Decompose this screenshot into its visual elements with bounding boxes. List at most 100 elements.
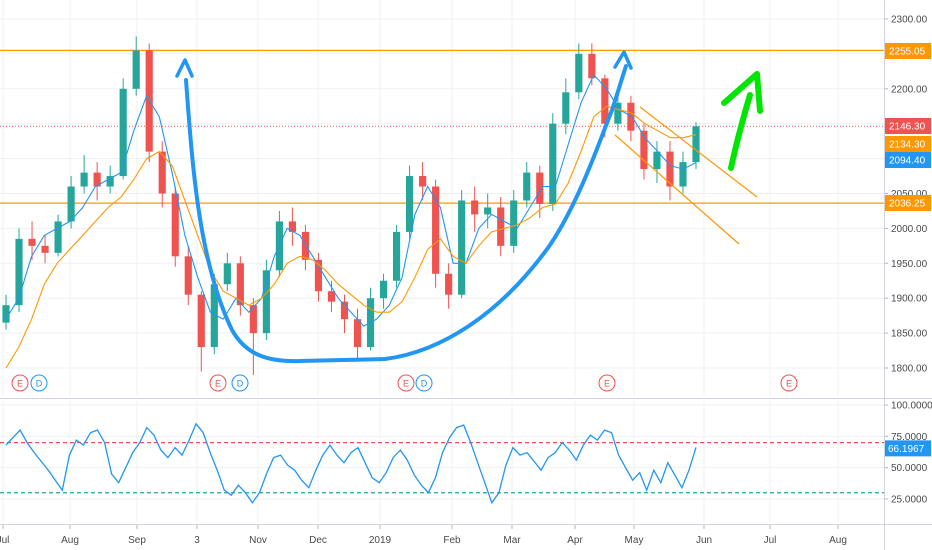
price-axis-tick-label: 2050.00 — [891, 189, 928, 200]
candle-body — [536, 172, 544, 204]
trend-channel-lower — [614, 134, 740, 245]
candle-body — [627, 102, 635, 131]
oscillator-tag-bg — [885, 440, 931, 457]
candle-body — [445, 273, 453, 295]
candle-body — [171, 193, 179, 257]
candle-body — [301, 231, 310, 260]
event-marker-e[interactable]: E — [598, 374, 616, 392]
price-axis-tick-label: 1900.00 — [891, 294, 928, 305]
time-axis-tick-label: Feb — [443, 535, 461, 546]
event-marker-d[interactable]: D — [415, 374, 433, 392]
price-axis-tick-label: 2300.00 — [891, 15, 928, 26]
moving-average-line — [5, 73, 697, 327]
candle-body — [379, 280, 388, 299]
time-axis-tick-label: Sep — [128, 535, 146, 546]
candle-body — [497, 207, 505, 246]
time-axis-tick-label: Mar — [503, 535, 521, 546]
candle-body — [119, 88, 127, 177]
candle-body — [197, 294, 205, 348]
green-arrow — [721, 71, 763, 171]
event-marker-circle — [598, 374, 616, 392]
candle-body — [575, 53, 583, 93]
price-tags: 2255.05 2146.30 2134.30 2094.40 2036.25 66.19… — [885, 43, 931, 457]
candle-body — [106, 176, 114, 187]
blue-arrow-head — [175, 58, 194, 78]
oscillator-line — [5, 422, 697, 505]
price-tag-label: 2146.30 — [889, 122, 926, 133]
price-tag-label: 2134.30 — [889, 140, 926, 151]
candle-body — [210, 284, 218, 348]
event-marker-circle — [231, 374, 249, 392]
candle-body — [41, 245, 49, 253]
oscillator-axis-tick-label: 50.0000 — [891, 463, 928, 474]
time-axis-tick-label: Aug — [829, 535, 847, 546]
candle-body — [15, 238, 23, 306]
event-marker-d[interactable]: D — [30, 374, 48, 392]
candle-body — [236, 263, 244, 306]
candle-body — [132, 50, 140, 89]
candle-body — [666, 151, 674, 187]
candle-body — [614, 102, 622, 124]
candle-body — [249, 305, 257, 334]
event-marker-circle — [30, 374, 48, 392]
candlestick-series — [2, 36, 700, 375]
candle-body — [223, 263, 231, 285]
oscillator-series — [5, 422, 697, 505]
candle-body — [54, 221, 62, 253]
event-marker-circle — [11, 374, 29, 392]
event-marker-label: E — [17, 379, 23, 389]
time-axis-tick-label: Aug — [61, 535, 79, 546]
candle-body — [93, 172, 101, 187]
candle-body — [314, 259, 323, 292]
candle-body — [601, 78, 609, 124]
event-marker-circle — [415, 374, 433, 392]
event-marker-e[interactable]: E — [780, 374, 798, 392]
candle-body — [2, 305, 10, 323]
candle-body — [510, 200, 518, 246]
oscillator-grid — [0, 401, 884, 522]
price-tag-label: 2255.05 — [889, 47, 926, 58]
event-marker-circle — [397, 374, 415, 392]
candle-body — [653, 151, 661, 170]
candle-body — [692, 126, 700, 163]
price-axis-tick-label: 1800.00 — [891, 364, 928, 375]
price-tag-label: 2094.40 — [889, 156, 926, 167]
candle-body — [184, 256, 192, 295]
event-marker-label: D — [237, 379, 244, 389]
time-axis-tick-label: Nov — [249, 535, 267, 546]
oscillator-axis-tick-label: 100.0000 — [891, 401, 932, 412]
candle-body — [419, 176, 427, 187]
time-axis-tick-label: Jun — [696, 535, 712, 546]
event-marker-label: E — [604, 379, 610, 389]
event-marker-label: E — [786, 379, 792, 389]
time-axis-tick-label: Dec — [309, 535, 327, 546]
candle-body — [471, 200, 479, 215]
candle-body — [432, 186, 440, 274]
candle-body — [562, 92, 570, 124]
candle-body — [158, 151, 166, 194]
event-marker-e[interactable]: E — [397, 374, 415, 392]
event-marker-e[interactable]: E — [209, 374, 227, 392]
event-marker-label: E — [215, 379, 221, 389]
candle-body — [679, 162, 687, 187]
candle-body — [262, 270, 270, 334]
candle-body — [327, 291, 336, 302]
price-axis-tick-label: 2000.00 — [891, 224, 928, 235]
candle-body — [392, 231, 401, 281]
candle-body — [340, 301, 349, 320]
event-marker-e[interactable]: E — [11, 374, 29, 392]
oscillator-axis-tick-label: 75.0000 — [891, 432, 928, 443]
candle-body — [353, 319, 362, 348]
moving-average-line — [5, 105, 697, 369]
time-axis-tick-label: 3 — [194, 535, 200, 546]
candle-body — [549, 123, 557, 204]
candle-body — [588, 53, 596, 79]
candle-body — [67, 186, 75, 222]
time-axis-tick-label: Apr — [567, 535, 583, 546]
drawings — [175, 50, 763, 364]
event-marker-d[interactable]: D — [231, 374, 249, 392]
price-tag-bg — [885, 195, 931, 211]
